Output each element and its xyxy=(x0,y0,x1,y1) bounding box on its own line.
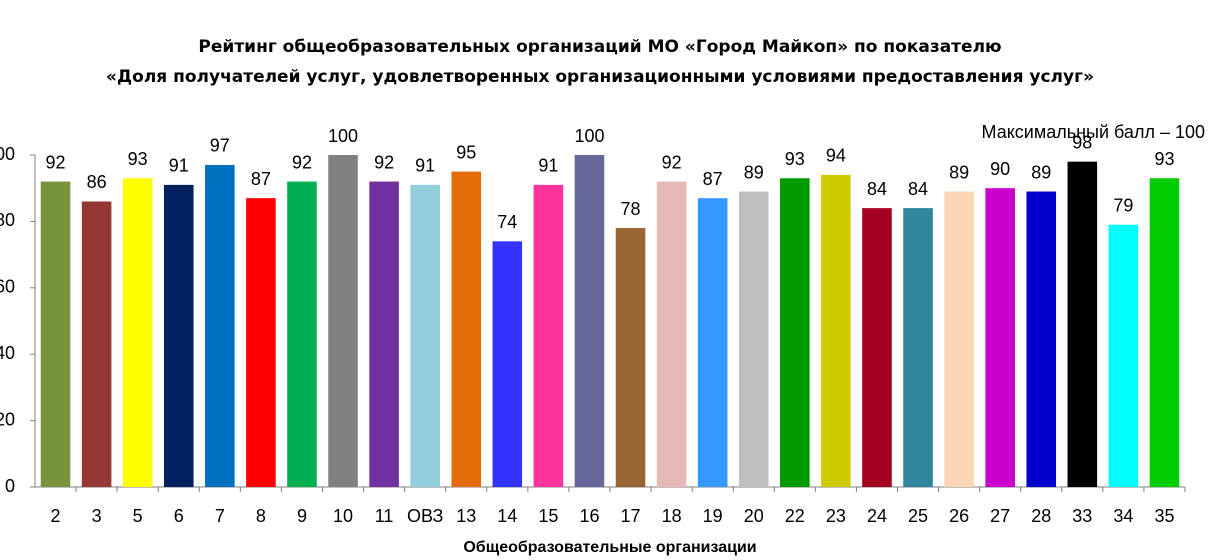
bar xyxy=(821,174,851,488)
data-label: 89 xyxy=(949,162,969,182)
data-label: 91 xyxy=(169,156,189,176)
x-tick-label: 26 xyxy=(949,506,969,526)
bar xyxy=(656,181,687,487)
data-label: 92 xyxy=(292,152,312,172)
x-tick-label: 6 xyxy=(174,506,184,526)
x-tick-label: 3 xyxy=(92,506,102,526)
data-label: 100 xyxy=(328,126,358,146)
x-tick-label: 20 xyxy=(744,506,764,526)
chart-title: «Доля получателей услуг, удовлетворенных… xyxy=(106,67,1094,87)
bar xyxy=(287,181,317,487)
bar xyxy=(492,241,523,487)
bar xyxy=(81,201,112,488)
data-label: 91 xyxy=(538,156,558,176)
bar xyxy=(780,178,810,488)
bar xyxy=(40,181,71,487)
data-label: 92 xyxy=(374,152,394,172)
data-label: 92 xyxy=(46,152,66,172)
x-tick-label: 24 xyxy=(867,506,887,526)
y-tick-label: 60 xyxy=(0,277,15,297)
data-label: 98 xyxy=(1072,132,1092,152)
x-tick-label: 23 xyxy=(826,506,846,526)
bar xyxy=(985,188,1015,487)
x-tick-label: 11 xyxy=(375,506,394,526)
x-tick-label: ОВЗ xyxy=(407,506,443,526)
data-label: 93 xyxy=(1154,149,1174,169)
x-tick-label: 17 xyxy=(621,506,641,526)
x-tick-label: 18 xyxy=(662,506,682,526)
data-label: 93 xyxy=(785,149,805,169)
bar xyxy=(328,155,358,487)
data-label: 86 xyxy=(87,172,107,192)
y-tick-label: 100 xyxy=(0,144,15,164)
data-label: 89 xyxy=(744,162,764,182)
data-label: 97 xyxy=(210,136,230,156)
bar xyxy=(738,191,769,487)
x-tick-label: 8 xyxy=(256,506,266,526)
bar xyxy=(451,171,482,487)
bar xyxy=(205,164,235,487)
bar xyxy=(1026,191,1057,487)
bar xyxy=(122,178,153,488)
bar xyxy=(1108,224,1139,487)
x-axis-label: Общеобразовательные организации xyxy=(463,539,756,556)
x-tick-label: 9 xyxy=(297,506,307,526)
x-tick-label: 16 xyxy=(579,506,599,526)
bar xyxy=(1149,178,1180,488)
bar xyxy=(246,198,276,487)
data-label: 90 xyxy=(990,159,1010,179)
x-tick-label: 2 xyxy=(51,506,61,526)
bar xyxy=(533,184,564,487)
bar xyxy=(615,228,646,488)
y-tick-label: 40 xyxy=(0,343,15,363)
subtitle: Максимальный балл – 100 xyxy=(982,122,1206,142)
bar xyxy=(944,191,974,487)
data-label: 84 xyxy=(867,179,887,199)
data-label: 95 xyxy=(456,142,476,162)
x-tick-label: 28 xyxy=(1031,506,1051,526)
data-label: 100 xyxy=(574,126,604,146)
data-label: 87 xyxy=(251,169,271,189)
x-tick-label: 33 xyxy=(1072,506,1092,526)
x-tick-label: 35 xyxy=(1154,506,1174,526)
data-label: 78 xyxy=(621,199,641,219)
x-tick-label: 25 xyxy=(908,506,928,526)
x-tick-label: 13 xyxy=(456,506,476,526)
x-tick-label: 15 xyxy=(538,506,558,526)
x-tick-label: 5 xyxy=(133,506,143,526)
x-tick-label: 27 xyxy=(990,506,1010,526)
bar xyxy=(369,181,399,487)
data-label: 79 xyxy=(1113,195,1133,215)
data-label: 92 xyxy=(662,152,682,172)
x-tick-label: 14 xyxy=(497,506,517,526)
data-label: 93 xyxy=(128,149,148,169)
data-label: 89 xyxy=(1031,162,1051,182)
data-label: 94 xyxy=(826,146,846,166)
x-tick-label: 19 xyxy=(703,506,723,526)
y-tick-label: 80 xyxy=(0,210,15,230)
y-tick-label: 20 xyxy=(0,409,15,429)
bar xyxy=(410,184,440,487)
bar xyxy=(697,198,728,487)
x-tick-label: 7 xyxy=(215,506,225,526)
x-tick-label: 22 xyxy=(785,506,805,526)
bar xyxy=(574,155,605,487)
bar xyxy=(163,184,194,487)
data-label: 91 xyxy=(415,156,435,176)
x-tick-label: 10 xyxy=(333,506,353,526)
bar xyxy=(1067,161,1098,487)
y-tick-label: 0 xyxy=(5,476,15,496)
data-label: 87 xyxy=(703,169,723,189)
data-label: 84 xyxy=(908,179,928,199)
x-tick-label: 34 xyxy=(1113,506,1133,526)
data-label: 74 xyxy=(497,212,517,232)
bar xyxy=(862,208,892,487)
bar xyxy=(903,208,933,487)
chart-title: Рейтинг общеобразовательных организаций … xyxy=(198,37,1001,57)
